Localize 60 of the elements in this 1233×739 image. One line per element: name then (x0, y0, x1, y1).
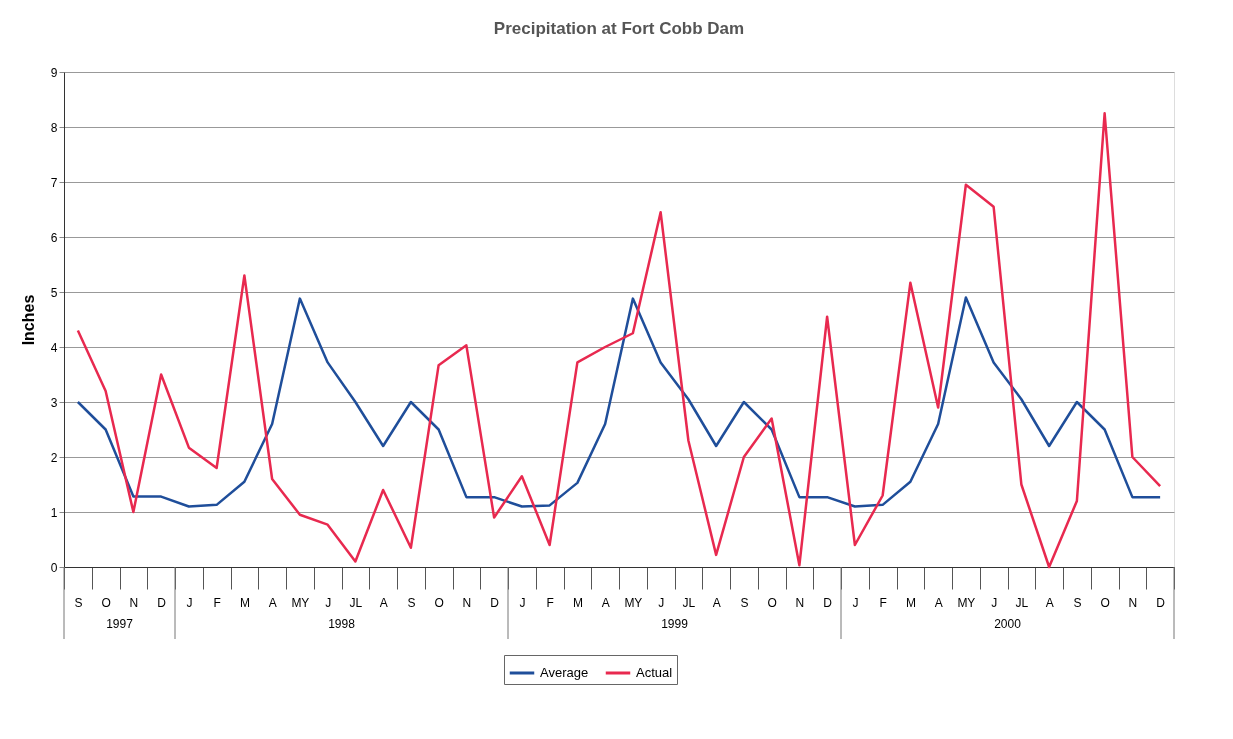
x-tick-label: J (186, 595, 193, 610)
x-tick-label: M (239, 595, 250, 610)
y-tick-label: 7 (50, 175, 58, 190)
y-tick-label: 5 (50, 285, 58, 300)
x-tick-label: D (1156, 595, 1166, 610)
x-tick-label: O (434, 595, 444, 610)
text: 1999 (661, 617, 689, 631)
chart-title: Precipitation at Fort Cobb Dam (493, 19, 745, 38)
text: 1998 (328, 617, 356, 631)
x-tick-label: A (601, 595, 610, 610)
x-tick-label: J (658, 595, 665, 610)
x-tick-label: F (213, 595, 221, 610)
x-tick-label: MY (291, 595, 310, 610)
x-tick-label: F (546, 595, 554, 610)
x-tick-label: N (795, 595, 805, 610)
x-tick-label: D (490, 595, 500, 610)
x-tick-label: J (325, 595, 332, 610)
legend-label: Actual (636, 665, 673, 680)
y-tick-label: 9 (50, 65, 58, 80)
x-tick-label: A (379, 595, 388, 610)
text: 1997 (106, 617, 134, 631)
x-tick-label: JL (349, 595, 363, 610)
x-tick-label: A (712, 595, 721, 610)
x-tick-label: MY (957, 595, 976, 610)
x-tick-label: D (823, 595, 833, 610)
x-tick-label: A (934, 595, 943, 610)
y-tick-label: 4 (50, 340, 58, 355)
y-tick-label: 1 (50, 505, 58, 520)
x-tick-label: O (101, 595, 111, 610)
y-axis-title: Inches (19, 294, 37, 346)
y-tick-label: 2 (50, 450, 58, 465)
line-series (76, 296, 1162, 508)
x-tick-label: N (462, 595, 472, 610)
x-tick-label: S (74, 595, 83, 610)
x-tick-label: F (879, 595, 887, 610)
x-tick-label: JL (682, 595, 696, 610)
y-tick-label: 3 (50, 395, 58, 410)
x-tick-label: N (1128, 595, 1138, 610)
x-tick-label: JL (1015, 595, 1029, 610)
y-tick-label: 0 (50, 560, 58, 575)
x-tick-label: M (572, 595, 583, 610)
x-tick-label: S (407, 595, 416, 610)
x-tick-label: M (905, 595, 916, 610)
x-tick-label: S (1073, 595, 1082, 610)
x-tick-label: S (740, 595, 749, 610)
x-tick-label: J (852, 595, 859, 610)
legend-label: Average (540, 665, 589, 680)
x-tick-label: O (767, 595, 777, 610)
x-tick-label: D (157, 595, 167, 610)
y-tick-label: 8 (50, 120, 58, 135)
text: 2000 (994, 617, 1022, 631)
line-series (76, 112, 1162, 569)
y-tick-label: 6 (50, 230, 58, 245)
x-tick-label: A (1045, 595, 1054, 610)
x-tick-label: N (129, 595, 139, 610)
x-tick-label: J (991, 595, 998, 610)
x-tick-label: MY (624, 595, 643, 610)
x-tick-label: O (1100, 595, 1110, 610)
x-tick-label: A (268, 595, 277, 610)
x-tick-label: J (519, 595, 526, 610)
